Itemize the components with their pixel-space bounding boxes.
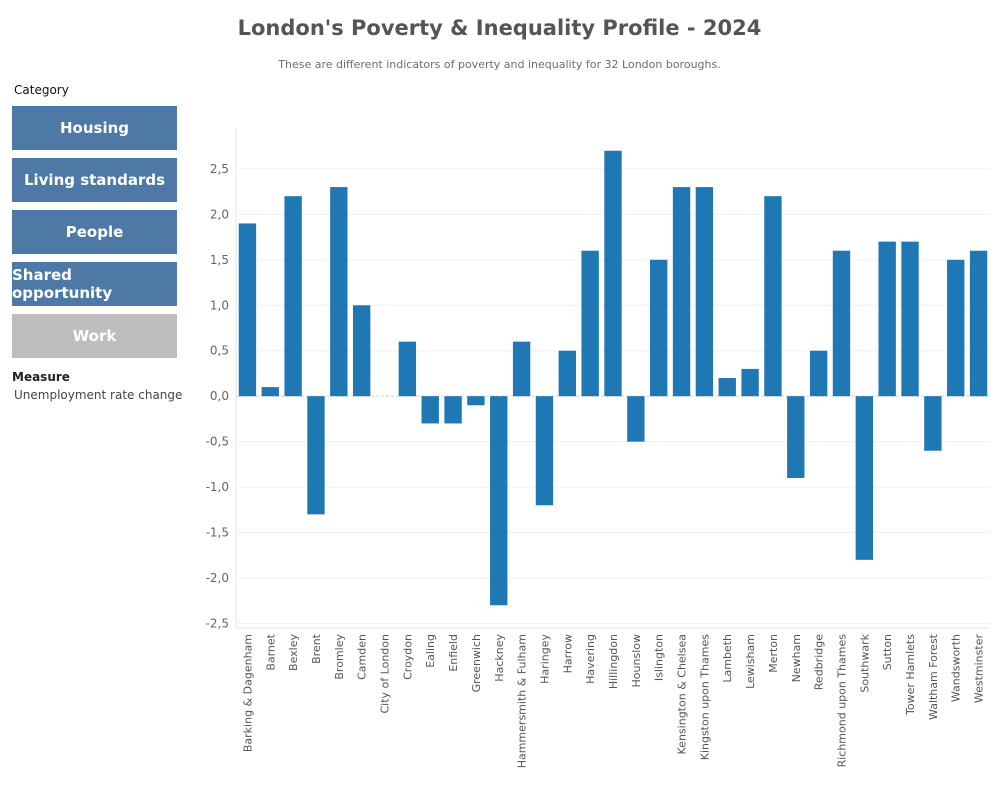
y-tick-label: -2,5 [206,616,229,630]
bar[interactable] [581,250,599,397]
x-tick-label: Westminster [973,634,986,704]
bar[interactable] [809,350,828,397]
y-tick-label: -0,5 [206,435,229,449]
x-tick-label: Newham [790,634,803,682]
y-tick-label: 0,5 [210,344,229,358]
x-tick-label: Brent [310,633,323,664]
bar[interactable] [512,341,531,397]
x-tick-label: Wandsworth [950,634,963,702]
x-tick-label: Barking & Dagenham [241,634,254,752]
y-tick-label: 1,5 [210,253,229,267]
bar[interactable] [947,259,965,397]
bar[interactable] [330,187,348,397]
bar[interactable] [627,396,645,442]
bar[interactable] [261,387,279,397]
bar[interactable] [467,396,485,406]
x-tick-label: Lewisham [744,634,757,689]
x-tick-label: Havering [584,634,597,684]
bar[interactable] [650,259,668,397]
x-tick-label: Hammersmith & Fulham [516,634,529,768]
bar[interactable] [558,350,576,397]
x-tick-label: Bromley [333,634,346,680]
category-button-work[interactable]: Work [12,314,177,358]
x-tick-label: Bexley [287,634,300,671]
x-tick-label: Hillingdon [607,634,620,689]
chart-subtitle: These are different indicators of povert… [278,58,721,71]
bar[interactable] [307,396,325,515]
bar[interactable] [741,368,759,397]
bar[interactable] [764,196,782,397]
x-tick-label: Richmond upon Thames [835,634,848,768]
category-button-housing[interactable]: Housing [12,106,177,150]
bar[interactable] [672,187,691,397]
y-tick-label: 2,0 [210,207,229,221]
bar[interactable] [695,187,714,397]
category-button-people[interactable]: People [12,210,177,254]
chart-title: London's Poverty & Inequality Profile - … [237,16,762,40]
x-tick-label: Greenwich [470,634,483,692]
x-tick-label: Hounslow [630,634,643,687]
bar[interactable] [421,396,439,424]
x-tick-label: Haringey [538,634,551,684]
x-tick-label: Kingston upon Thames [698,634,711,761]
x-tick-label: Croydon [401,634,414,680]
bar[interactable] [238,223,257,397]
bar[interactable] [535,396,554,506]
x-tick-label: Redbridge [813,634,826,690]
measure-label: Measure [12,370,70,384]
x-tick-label: Kensington & Chelsea [676,634,689,754]
bar[interactable] [924,396,942,451]
category-label: Category [14,83,69,97]
bar[interactable] [718,378,736,397]
x-tick-label: Islington [653,634,666,681]
x-tick-label: Tower Hamlets [904,634,917,716]
bar[interactable] [787,396,805,478]
x-tick-label: Lambeth [721,634,734,683]
x-tick-label: Barnet [264,633,277,670]
bar[interactable] [855,396,874,560]
y-tick-label: 0,0 [210,389,229,403]
y-tick-label: -2,0 [206,571,229,585]
bar[interactable] [490,396,508,606]
y-tick-label: 2,5 [210,162,229,176]
x-tick-label: Harrow [561,634,574,673]
y-tick-label: -1,5 [206,526,229,540]
bar[interactable] [969,250,988,397]
measure-value[interactable]: Unemployment rate change [14,388,183,402]
y-tick-label: 1,0 [210,298,229,312]
category-button-living-standards[interactable]: Living standards [12,158,177,202]
category-button-shared-opportunity[interactable]: Shared opportunity [12,262,177,306]
x-tick-label: Sutton [881,634,894,670]
bar[interactable] [604,150,622,397]
bar[interactable] [398,341,417,397]
x-tick-label: Hackney [493,634,506,682]
x-tick-label: Waltham Forest [927,633,940,720]
x-tick-label: Merton [767,634,780,673]
x-tick-label: City of London [379,634,392,714]
bar[interactable] [878,241,896,397]
x-tick-label: Southwark [858,633,871,692]
bar[interactable] [901,241,919,397]
bar[interactable] [832,250,851,397]
x-tick-label: Enfield [447,634,460,672]
y-tick-label: -1,0 [206,480,229,494]
bar[interactable] [444,396,462,424]
x-tick-label: Camden [356,634,369,680]
bar[interactable] [352,305,371,397]
x-tick-label: Ealing [424,634,437,668]
bar[interactable] [284,196,302,397]
